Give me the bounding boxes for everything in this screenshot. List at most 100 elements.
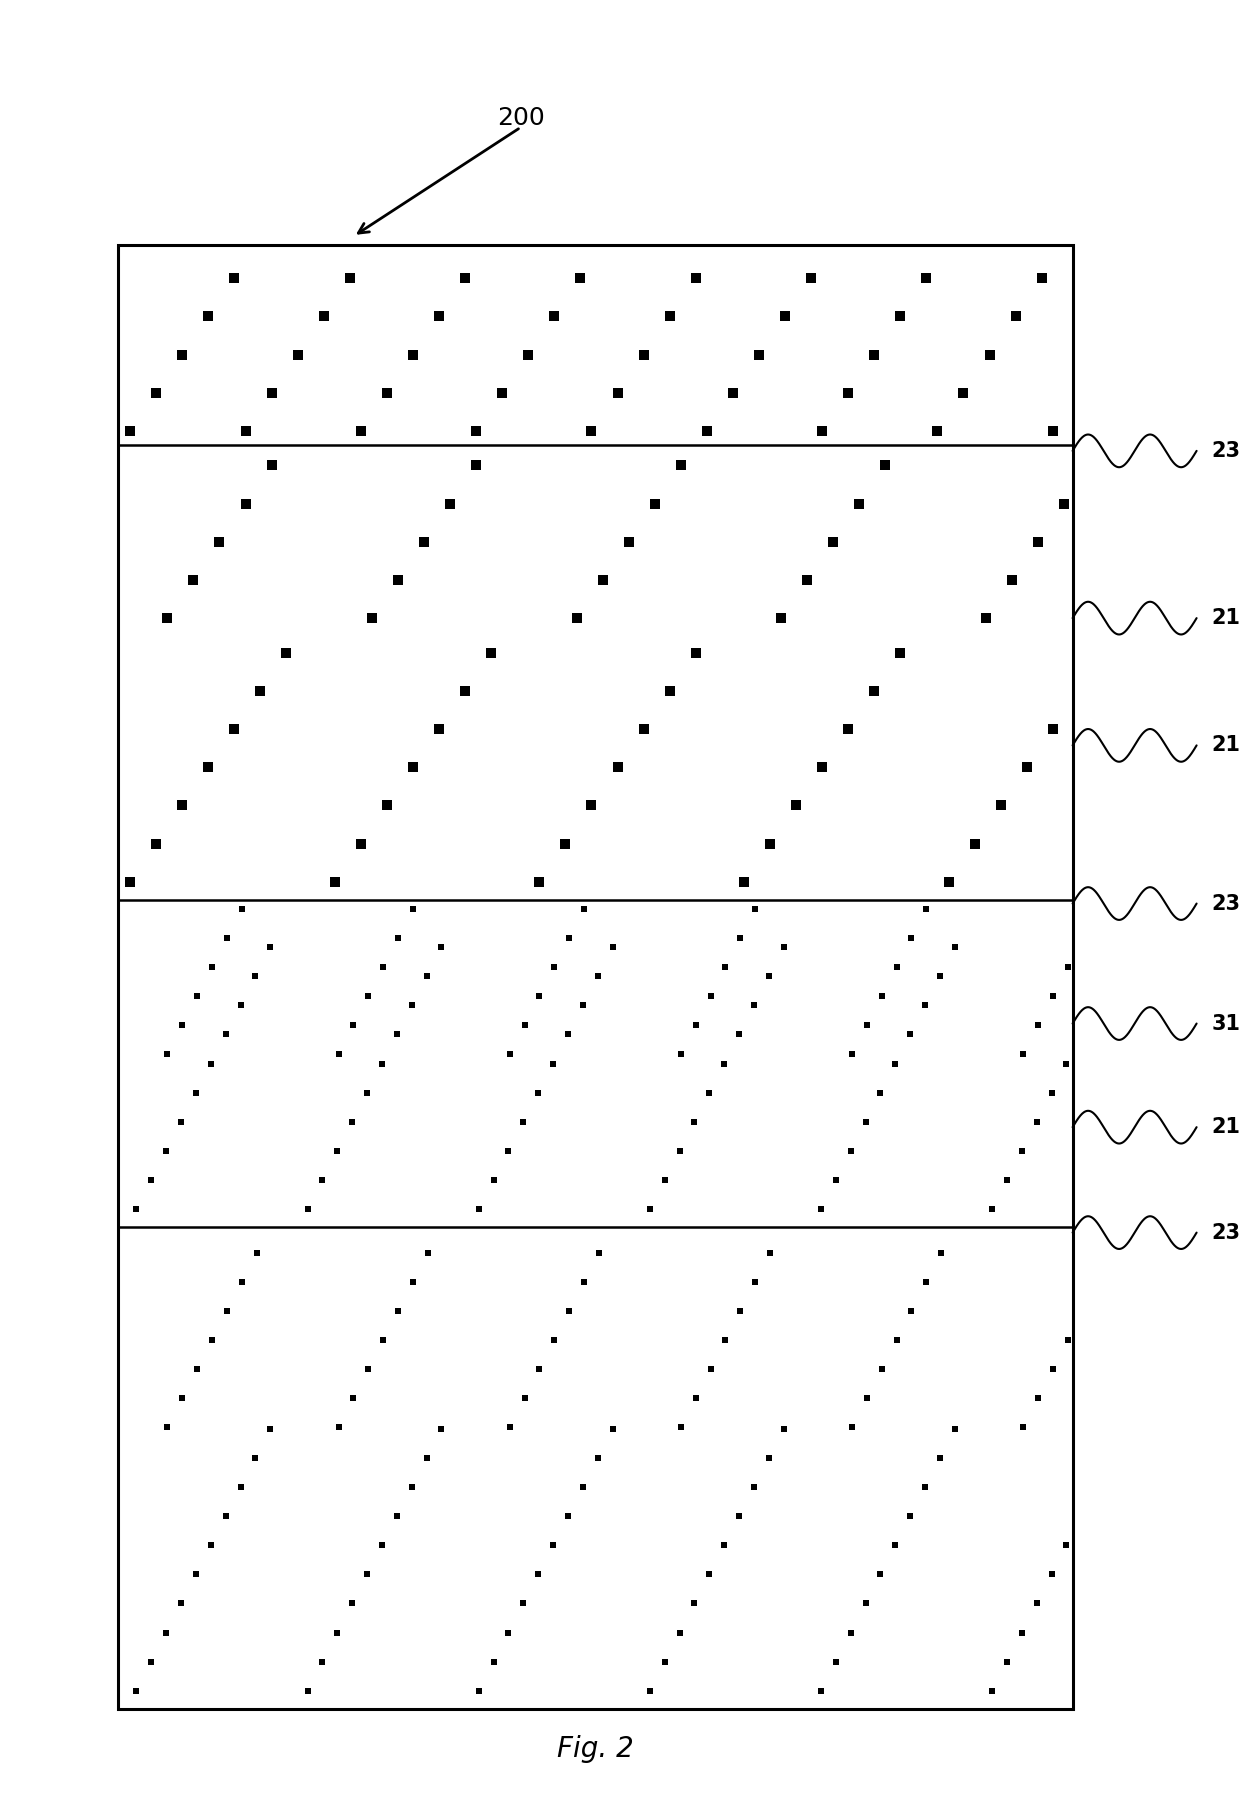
Point — [945, 1414, 965, 1443]
Point — [715, 1325, 735, 1354]
Point — [201, 1049, 221, 1078]
Text: 212: 212 — [1211, 607, 1240, 629]
Point — [232, 1267, 252, 1296]
Point — [288, 340, 308, 369]
Point — [786, 791, 806, 820]
Point — [660, 676, 680, 705]
Point — [841, 1618, 861, 1647]
Point — [573, 991, 593, 1020]
Point — [373, 953, 393, 982]
Point — [312, 1165, 332, 1194]
Point — [358, 982, 378, 1011]
Point — [1032, 264, 1052, 293]
Point — [749, 340, 769, 369]
Bar — [118, 245, 1073, 1709]
Point — [939, 867, 959, 896]
Point — [1013, 1413, 1033, 1442]
Point — [573, 1473, 593, 1502]
Point — [916, 1267, 936, 1296]
Point — [686, 1011, 706, 1040]
Point — [582, 416, 601, 445]
Point — [1013, 1040, 1033, 1069]
Point — [930, 1443, 950, 1473]
Point — [544, 302, 564, 331]
Point — [887, 1325, 906, 1354]
Point — [120, 867, 140, 896]
Point — [744, 991, 764, 1020]
Point — [699, 1560, 719, 1589]
Point — [890, 638, 910, 667]
Point — [634, 340, 653, 369]
Point — [849, 489, 869, 518]
Point — [570, 264, 590, 293]
Point — [377, 791, 397, 820]
Point — [826, 1647, 846, 1676]
Point — [224, 264, 244, 293]
Point — [982, 1676, 1002, 1705]
Point — [797, 565, 817, 594]
Point — [362, 604, 382, 633]
Point — [760, 829, 780, 858]
Point — [730, 924, 750, 953]
Point — [232, 894, 252, 924]
Point — [484, 1165, 503, 1194]
Point — [277, 638, 296, 667]
Point — [262, 378, 281, 407]
Point — [156, 1136, 176, 1165]
Point — [327, 1136, 347, 1165]
Point — [811, 1194, 831, 1224]
Point — [1017, 753, 1037, 782]
Point — [1056, 1531, 1076, 1560]
Point — [260, 933, 280, 962]
Point — [686, 264, 706, 293]
Point — [202, 1325, 222, 1354]
Point — [528, 1560, 548, 1589]
Point — [198, 753, 218, 782]
Point — [120, 416, 140, 445]
Point — [1058, 1325, 1078, 1354]
Point — [186, 1078, 206, 1107]
Point — [640, 1194, 660, 1224]
Point — [156, 1618, 176, 1647]
Point — [342, 1107, 362, 1136]
Point — [455, 676, 475, 705]
Point — [655, 1647, 675, 1676]
Point — [826, 1165, 846, 1194]
Point — [500, 1413, 520, 1442]
Point — [440, 489, 460, 518]
Point — [481, 638, 501, 667]
Point — [357, 1560, 377, 1589]
Point — [619, 527, 639, 556]
Point — [744, 1473, 764, 1502]
Point — [856, 1107, 875, 1136]
Point — [838, 378, 858, 407]
Point — [1012, 1136, 1032, 1165]
Point — [373, 1325, 393, 1354]
Point — [603, 933, 622, 962]
Point — [1002, 565, 1022, 594]
Point — [588, 962, 608, 991]
Point — [329, 1040, 348, 1069]
Point — [343, 1383, 363, 1413]
Point — [686, 1383, 706, 1413]
Point — [872, 1354, 892, 1383]
Point — [1042, 1078, 1061, 1107]
Point — [870, 1078, 890, 1107]
Point — [414, 527, 434, 556]
Point — [928, 416, 947, 445]
Point — [432, 933, 451, 962]
Point — [976, 604, 996, 633]
Point — [340, 264, 360, 293]
Point — [684, 1107, 704, 1136]
Point — [856, 1589, 875, 1618]
Point — [325, 867, 345, 896]
Point — [141, 1647, 161, 1676]
Point — [217, 1296, 237, 1325]
Point — [260, 1414, 280, 1443]
Point — [498, 1618, 518, 1647]
Point — [1043, 982, 1063, 1011]
Point — [559, 924, 579, 953]
Point — [838, 714, 858, 744]
Point — [640, 1676, 660, 1705]
Point — [729, 1020, 749, 1049]
